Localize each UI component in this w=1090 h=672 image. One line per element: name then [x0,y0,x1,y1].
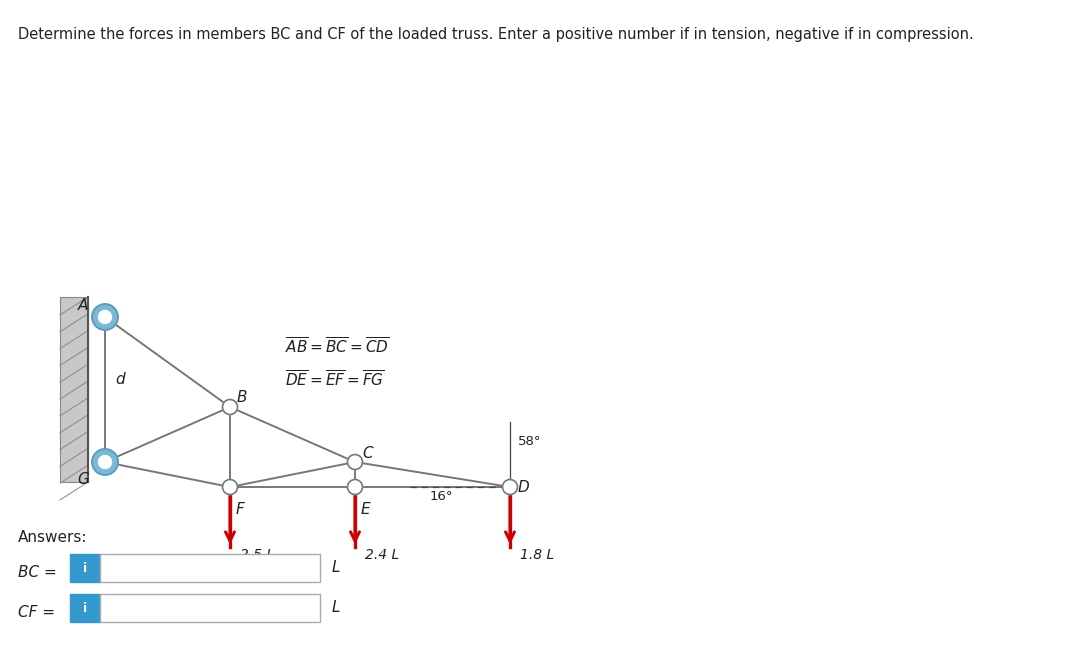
Text: d: d [116,372,124,387]
Circle shape [348,480,363,495]
Bar [70,594,100,622]
Circle shape [92,449,118,475]
Text: i: i [83,562,87,575]
Text: Determine the forces in members BC and CF of the loaded truss. Enter a positive : Determine the forces in members BC and C… [19,27,973,42]
Circle shape [222,399,238,415]
Circle shape [348,454,363,470]
Bar [100,554,320,582]
Text: 58°: 58° [518,435,542,448]
Text: i: i [83,601,87,614]
Text: D: D [517,480,529,495]
Text: B: B [237,390,247,405]
Text: 2.5 L: 2.5 L [240,548,275,562]
Bar [70,554,100,582]
Text: BC =: BC = [19,565,57,580]
Text: F: F [235,501,244,517]
Circle shape [502,480,518,495]
Bar [100,594,320,622]
Text: 1.8 L: 1.8 L [520,548,554,562]
Text: A: A [77,298,88,312]
Text: $\overline{DE} = \overline{EF} = \overline{FG}$: $\overline{DE} = \overline{EF} = \overli… [284,370,385,390]
Text: Answers:: Answers: [19,530,87,545]
Text: L: L [332,560,340,575]
Text: 16°: 16° [429,490,453,503]
Circle shape [98,310,111,323]
Text: C: C [363,446,373,462]
Circle shape [222,480,238,495]
Text: $\overline{AB} = \overline{BC} = \overline{CD}$: $\overline{AB} = \overline{BC} = \overli… [284,337,389,357]
Text: E: E [360,501,370,517]
Circle shape [92,304,118,330]
Bar [60,297,88,482]
Text: G: G [77,472,89,487]
Text: 2.4 L: 2.4 L [365,548,399,562]
Text: CF =: CF = [19,605,54,620]
Text: L: L [332,601,340,616]
Circle shape [98,456,111,468]
